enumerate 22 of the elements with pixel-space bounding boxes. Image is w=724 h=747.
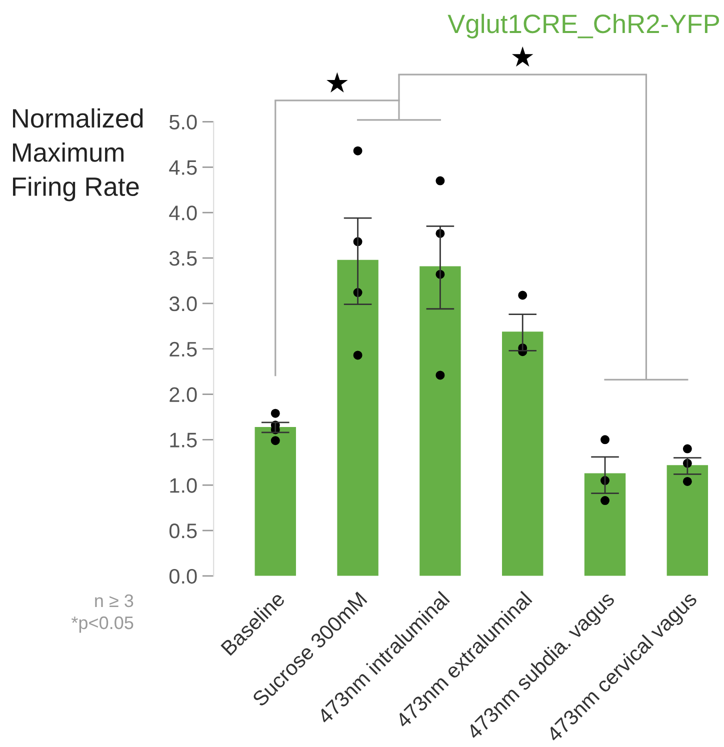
- y-tick-label: 5.0: [169, 114, 197, 130]
- bar: [584, 473, 626, 576]
- bar: [254, 426, 296, 576]
- bar: [337, 260, 378, 576]
- y-tick-label: 4.5: [169, 160, 197, 175]
- y-tick-label: 0.0: [169, 568, 197, 584]
- y-tick-label: 3.5: [169, 251, 197, 266]
- text: n ≥ 3 *p<0.05: [71, 594, 134, 633]
- bar: [666, 465, 708, 576]
- y-tick-label: 1.5: [170, 432, 197, 448]
- y-tick-label: 1.0: [170, 478, 197, 493]
- y-tick-label: 3.0: [169, 296, 197, 312]
- chart-title: Vglut1CRE_ChR2-YFP: [448, 14, 719, 38]
- bar: [502, 332, 544, 576]
- text: ★: [326, 72, 348, 92]
- y-tick-label: 0.5: [169, 524, 197, 538]
- y-tick-label: 4.0: [169, 206, 197, 220]
- y-axis-title: Normalized Maximum Firing Rate: [13, 108, 143, 202]
- y-tick-label: 2.5: [170, 342, 197, 357]
- bar: [420, 266, 461, 576]
- text: ★: [512, 46, 534, 67]
- y-tick-label: 2.0: [170, 387, 197, 402]
